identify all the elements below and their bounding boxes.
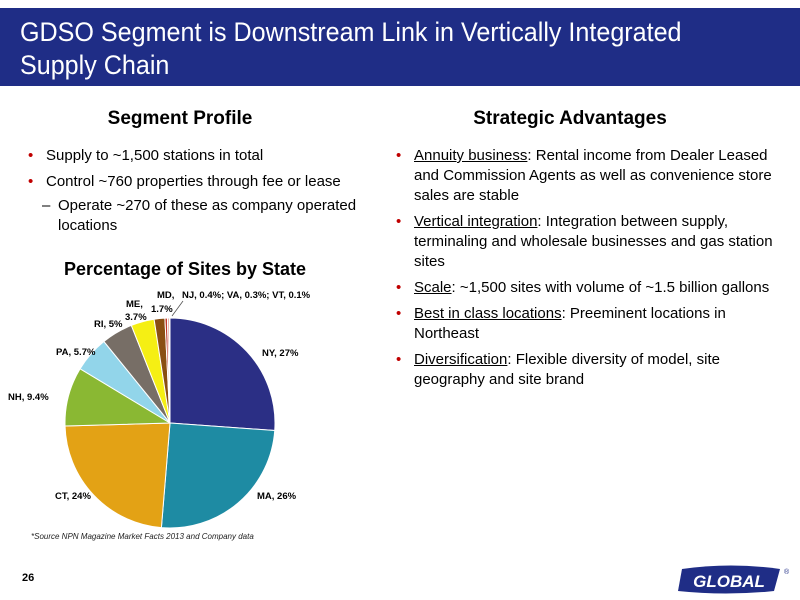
pie-label-ri: RI, 5% [94, 319, 123, 330]
leader-line [171, 300, 184, 317]
pie-label-ma: MA, 26% [257, 491, 297, 502]
advantage-item: • Best in class locations: Preeminent loc… [396, 305, 726, 342]
bullet-icon: • [396, 147, 402, 164]
pie-chart-title: Percentage of Sites by State [63, 259, 307, 279]
bullet-icon: • [28, 147, 34, 164]
pie-label-me: ME, 3.7% [125, 299, 147, 323]
logo-text: GLOBAL [693, 572, 765, 591]
source-note: *Source NPN Magazine Market Facts 2013 a… [31, 532, 254, 541]
profile-bullet: • Supply to ~1,500 stations in total [28, 147, 264, 164]
bullet-icon: • [396, 213, 402, 230]
pie-label-md: MD, 1.7% [151, 290, 174, 315]
advantage-item: • Diversification: Flexible diversity of … [396, 351, 720, 388]
advantage-item: • Scale: ~1,500 sites with volume of ~1.5… [396, 279, 770, 296]
pie-slice-ma [160, 422, 276, 529]
page-title: GDSO Segment is Downstream Link in Verti… [20, 17, 682, 80]
pie-label-small: NJ, 0.4%; VA, 0.3%; VT, 0.1% [182, 290, 311, 301]
pie-label-pa: PA, 5.7% [56, 347, 96, 358]
pie-chart: NY, 27% MA, 26% CT, 24% NH, 9.4% PA, 5.7… [8, 290, 311, 529]
page-number: 26 [22, 572, 35, 584]
bullet-icon: • [396, 305, 402, 322]
advantage-item: • Annuity business: Rental income from De… [396, 147, 772, 204]
bullet-icon: • [28, 173, 34, 190]
advantage-item: • Vertical integration: Integration betwe… [396, 213, 773, 270]
pie-label-ny: NY, 27% [262, 348, 299, 359]
logo-registered-mark: ® [784, 568, 790, 576]
strategic-advantages-list: • Annuity business: Rental income from De… [396, 146, 788, 396]
logo-badge-icon [678, 565, 780, 594]
strategic-advantages-heading: Strategic Advantages [473, 108, 667, 129]
global-logo: GLOBAL ® [678, 565, 790, 594]
segment-profile-list: • Supply to ~1,500 stations in total • Con… [28, 146, 358, 242]
bullet-icon: • [396, 351, 402, 368]
bullet-icon: • [396, 279, 402, 296]
title-bar: GDSO Segment is Downstream Link in Verti… [0, 8, 800, 86]
pie-label-nh: NH, 9.4% [8, 392, 49, 403]
pie-slice-ny [169, 317, 276, 432]
profile-sub-bullet: – Operate ~270 of these as company operat… [42, 197, 357, 234]
pie-slice-ct [64, 422, 171, 529]
pie-label-ct: CT, 24% [55, 491, 91, 502]
profile-bullet: • Control ~760 properties through fee or … [28, 173, 341, 190]
pie-slice-vt [168, 317, 171, 424]
dash-icon: – [42, 197, 51, 214]
segment-profile-heading: Segment Profile [107, 108, 253, 129]
